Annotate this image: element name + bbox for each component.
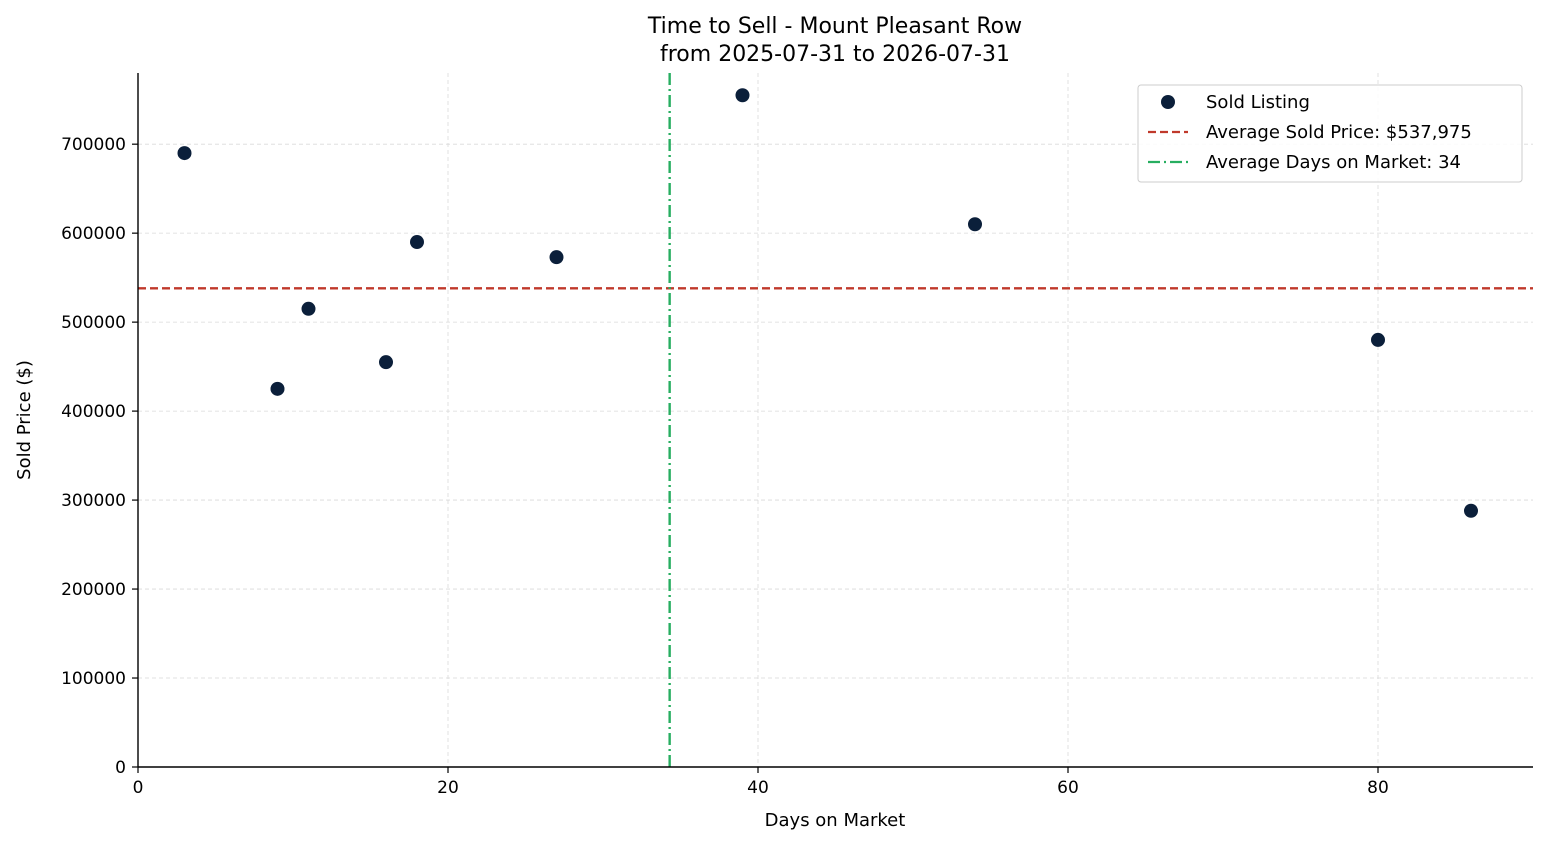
y-axis-ticks: 0 100000 200000 300000 400000 500000 600000 700… [61,135,138,778]
legend-label-average-sold-price: Average Sold Price: $537,975 [1206,122,1472,143]
legend-box [1137,84,1523,183]
data-point [177,146,192,161]
chart-title: Time to Sell - Mount Pleasant Row [647,14,1022,39]
reference-lines [138,73,1533,767]
x-axis-label: Days on Market [765,810,906,831]
x-tick-label: 0 [133,778,144,798]
data-point [301,301,316,316]
x-tick-label: 60 [1057,778,1079,798]
legend-label-sold-listing: Sold Listing [1206,92,1310,113]
y-tick-label: 700000 [61,135,126,155]
data-point [735,88,750,103]
legend-label-average-days-on-market: Average Days on Market: 34 [1206,152,1461,173]
data-point [968,217,982,232]
data-point [549,250,564,265]
y-axis-label: Sold Price ($) [14,360,35,480]
data-point [410,235,424,250]
y-tick-label: 200000 [61,580,126,600]
y-tick-label: 100000 [61,669,126,689]
x-tick-label: 40 [747,778,769,798]
x-tick-label: 80 [1367,778,1389,798]
data-point [270,381,285,396]
legend-marker-sold-listing [1161,95,1175,109]
chart-subtitle: from 2025-07-31 to 2026-07-31 [660,42,1010,67]
data-point [379,355,393,370]
data-point [1464,503,1478,518]
y-tick-label: 400000 [61,402,126,422]
x-tick-label: 20 [437,778,459,798]
y-tick-label: 500000 [61,313,126,333]
y-tick-label: 600000 [61,224,126,244]
y-tick-label: 300000 [61,491,126,511]
data-points [177,88,1478,518]
y-tick-label: 0 [115,758,126,778]
data-point [1371,332,1385,347]
legend: Sold Listing Average Sold Price: $537,97… [1137,84,1523,183]
x-axis-ticks: 0 20 40 60 80 [133,767,1389,798]
